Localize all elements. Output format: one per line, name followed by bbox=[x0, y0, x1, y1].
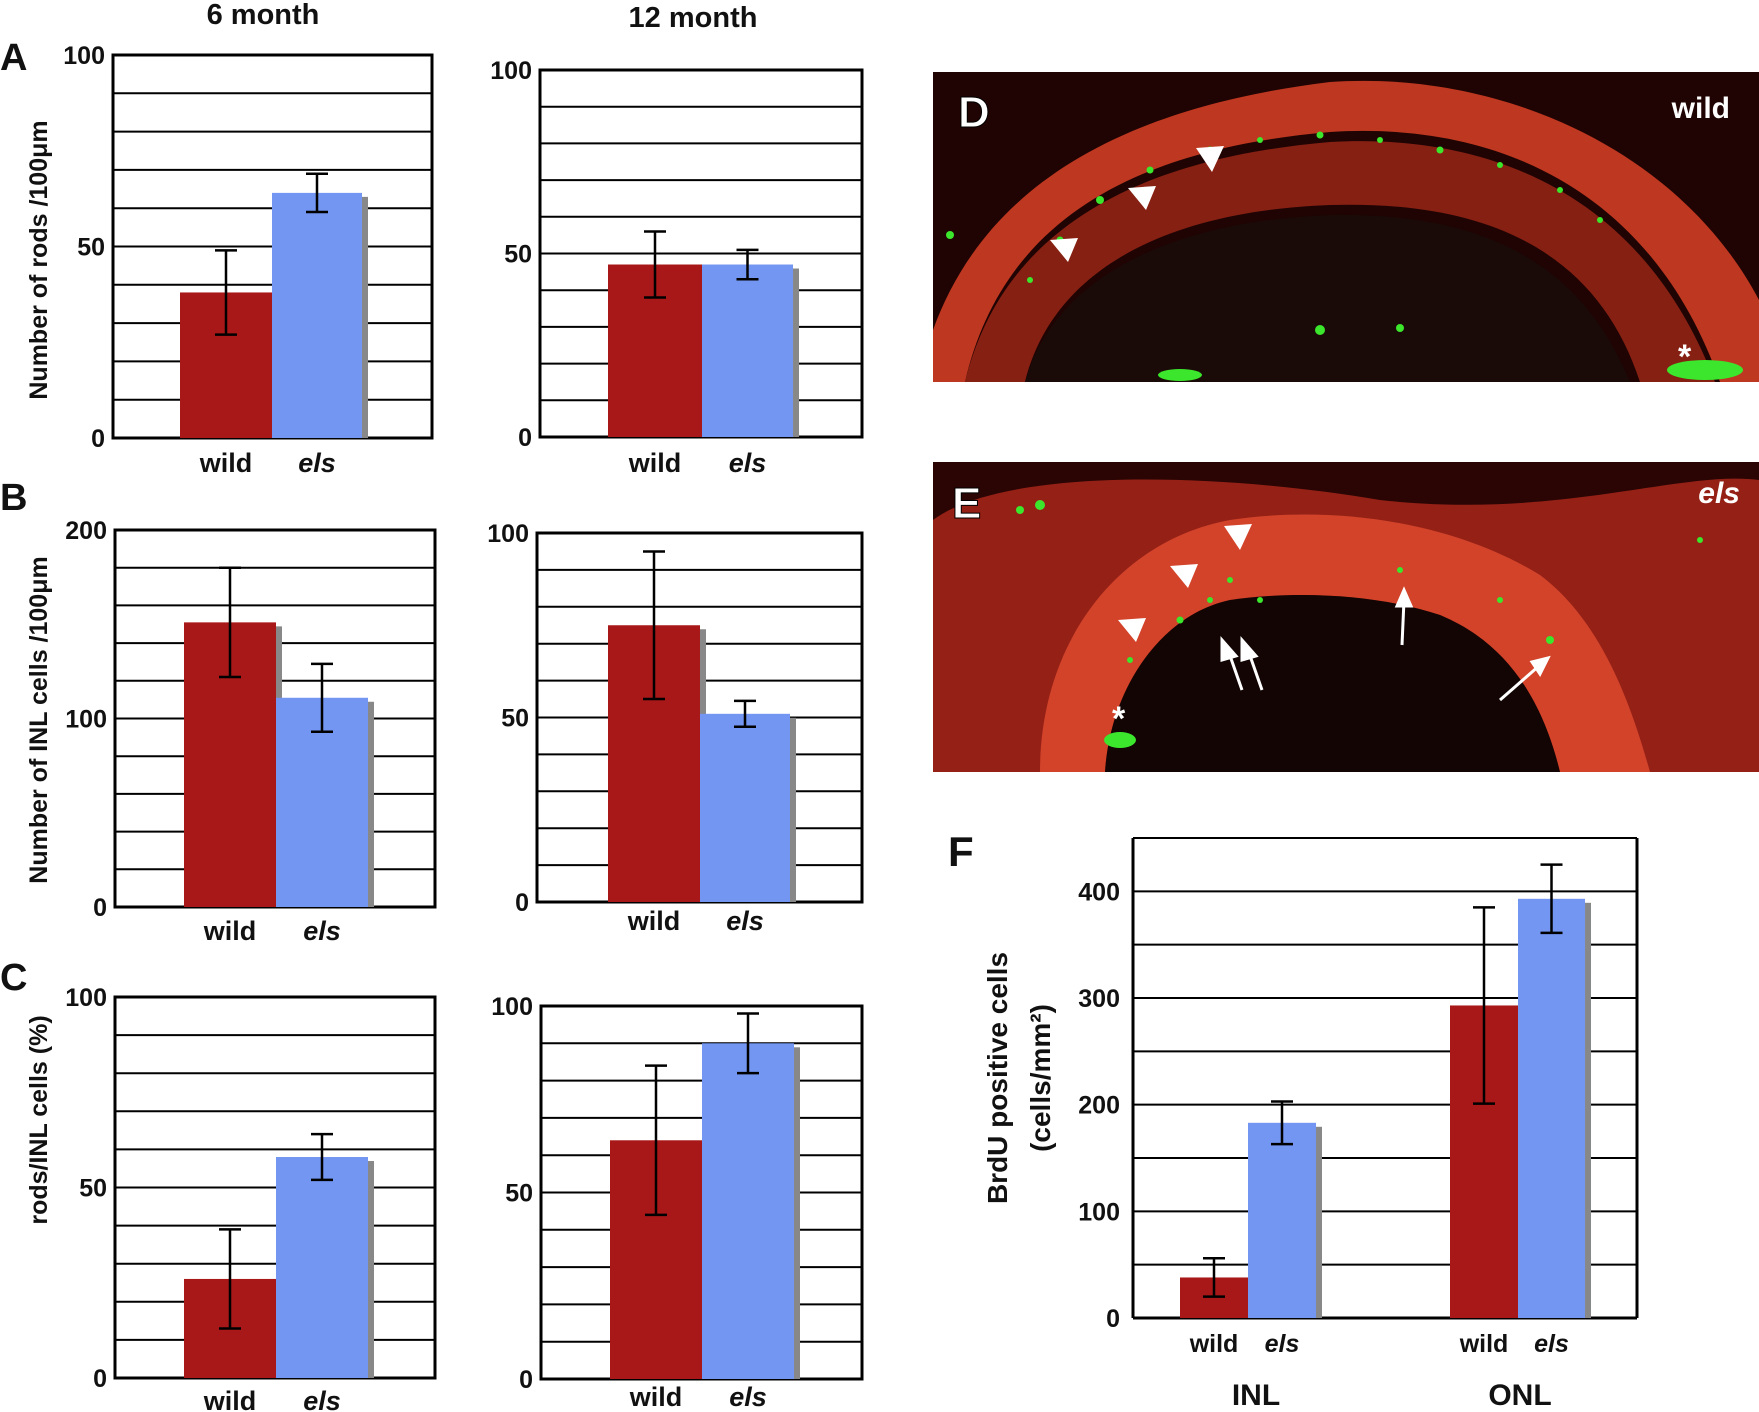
ylabel-row-a: Number of rods /100μm bbox=[25, 120, 53, 399]
micrograph-d-lumen bbox=[1025, 214, 1630, 382]
ytick-label-a12: 100 bbox=[490, 57, 532, 85]
ytick-label-a12: 50 bbox=[504, 241, 532, 269]
bar-shadow-a6-els bbox=[362, 196, 368, 438]
ytick-label-f: 0 bbox=[1106, 1305, 1120, 1333]
micrograph-e-letter: E bbox=[952, 479, 981, 528]
ytick-label-f: 100 bbox=[1078, 1198, 1120, 1226]
group-label-f-INL: INL bbox=[1232, 1379, 1280, 1412]
micrograph-e: * E els bbox=[933, 462, 1759, 772]
micrograph-e-retina-band bbox=[1040, 514, 1650, 772]
category-label-c6-wild: wild bbox=[203, 1386, 257, 1412]
micrograph-d: * D wild bbox=[933, 72, 1759, 382]
bar-c6-els bbox=[276, 1157, 368, 1378]
micrograph-d-retina-outer-band bbox=[933, 80, 1759, 382]
micrograph-e-label: els bbox=[1698, 477, 1740, 510]
bar-shadow-c6-els bbox=[368, 1161, 374, 1378]
category-label-f-INL-wild: wild bbox=[1189, 1330, 1239, 1358]
ytick-label-b12: 0 bbox=[515, 889, 529, 917]
bar-f-ONL-els bbox=[1518, 898, 1585, 1318]
bar-a12-els bbox=[702, 264, 793, 437]
ytick-label-a6: 50 bbox=[77, 234, 105, 262]
ytick-label-b12: 50 bbox=[501, 705, 529, 733]
chart-a6: 0 50 100 wild els bbox=[63, 42, 434, 478]
micrograph-d-letter: D bbox=[958, 88, 990, 137]
micrograph-d-label: wild bbox=[1671, 92, 1730, 125]
category-label-a12-wild: wild bbox=[628, 448, 682, 478]
ytick-label-c6: 100 bbox=[65, 984, 107, 1012]
micrograph-e-arrowheads bbox=[1118, 524, 1252, 642]
ytick-label-b6: 0 bbox=[93, 894, 107, 922]
bar-shadow-a12-els bbox=[793, 268, 799, 437]
micrograph-e-green-labels bbox=[1016, 500, 1703, 748]
ytick-label-b6: 200 bbox=[65, 517, 107, 545]
ytick-label-f: 300 bbox=[1078, 985, 1120, 1013]
panel-letter-b: B bbox=[0, 477, 27, 519]
bar-shadow-b12-els bbox=[790, 717, 796, 902]
column-title-12-month: 12 month bbox=[629, 2, 758, 34]
ylabel2-panel-f: (cells/mm²) bbox=[1025, 1004, 1056, 1152]
bar-shadow-f-ONL-els bbox=[1585, 902, 1591, 1318]
category-label-b12-wild: wild bbox=[627, 906, 681, 936]
category-label-f-ONL-wild: wild bbox=[1459, 1330, 1509, 1358]
category-label-b12-els: els bbox=[726, 906, 764, 936]
ytick-label-c12: 50 bbox=[505, 1180, 533, 1208]
ytick-label-c6: 0 bbox=[93, 1365, 107, 1393]
category-label-c6-els: els bbox=[303, 1386, 341, 1412]
chart-a12: 0 50 100 wild els bbox=[490, 57, 864, 478]
ylabel-panel-f: BrdU positive cells bbox=[982, 952, 1013, 1204]
category-label-a6-els: els bbox=[298, 448, 336, 478]
ytick-label-a6: 0 bbox=[91, 425, 105, 453]
micrograph-d-green-labels bbox=[946, 131, 1743, 381]
chart-c6: 0 50 100 wild els bbox=[65, 984, 437, 1412]
micrograph-d-retina-inner-band bbox=[965, 141, 1715, 382]
category-label-a6-wild: wild bbox=[199, 448, 253, 478]
chart-b12: 0 50 100 wild els bbox=[487, 520, 864, 936]
bar-shadow-c12-els bbox=[794, 1047, 800, 1379]
micrograph-e-asterisk: * bbox=[1112, 700, 1126, 738]
chart-c12: 0 50 100 wild els bbox=[491, 993, 864, 1412]
ytick-label-a12: 0 bbox=[518, 424, 532, 452]
panel-letter-f: F bbox=[948, 828, 974, 875]
micrograph-e-lumen bbox=[1105, 595, 1560, 772]
bar-shadow-b6-els bbox=[368, 701, 374, 907]
category-label-f-INL-els: els bbox=[1265, 1330, 1300, 1358]
category-label-b6-els: els bbox=[303, 916, 341, 946]
ytick-label-c6: 50 bbox=[79, 1175, 107, 1203]
ylabel-row-c: rods/INL cells (%) bbox=[25, 1015, 53, 1224]
ylabel-row-b: Number of INL cells /100μm bbox=[25, 556, 53, 883]
ytick-label-b12: 100 bbox=[487, 520, 529, 548]
bar-b12-els bbox=[700, 713, 790, 902]
micrograph-e-arrows bbox=[1220, 586, 1551, 702]
bar-a6-els bbox=[272, 192, 362, 438]
chart-b6: 0 100 200 wild els bbox=[65, 517, 437, 946]
category-label-c12-wild: wild bbox=[629, 1382, 683, 1412]
category-label-c12-els: els bbox=[729, 1382, 767, 1412]
panel-letter-c: C bbox=[0, 957, 27, 999]
ytick-label-c12: 100 bbox=[491, 993, 533, 1021]
bar-c12-els bbox=[702, 1043, 794, 1379]
category-label-f-ONL-els: els bbox=[1534, 1330, 1569, 1358]
micrograph-d-asterisk: * bbox=[1678, 338, 1692, 376]
group-label-f-ONL: ONL bbox=[1488, 1379, 1551, 1412]
category-label-b6-wild: wild bbox=[203, 916, 257, 946]
ytick-label-b6: 100 bbox=[65, 706, 107, 734]
ytick-label-f: 200 bbox=[1078, 1092, 1120, 1120]
micrograph-d-arrowheads bbox=[1050, 146, 1224, 262]
column-title-6-month: 6 month bbox=[207, 0, 320, 31]
ytick-label-a6: 100 bbox=[63, 42, 105, 70]
ytick-label-f: 400 bbox=[1078, 878, 1120, 906]
ytick-label-c12: 0 bbox=[519, 1366, 533, 1394]
bar-shadow-f-INL-els bbox=[1316, 1126, 1322, 1318]
panel-letter-a: A bbox=[0, 37, 27, 79]
bar-f-INL-els bbox=[1248, 1122, 1316, 1318]
category-label-a12-els: els bbox=[729, 448, 767, 478]
